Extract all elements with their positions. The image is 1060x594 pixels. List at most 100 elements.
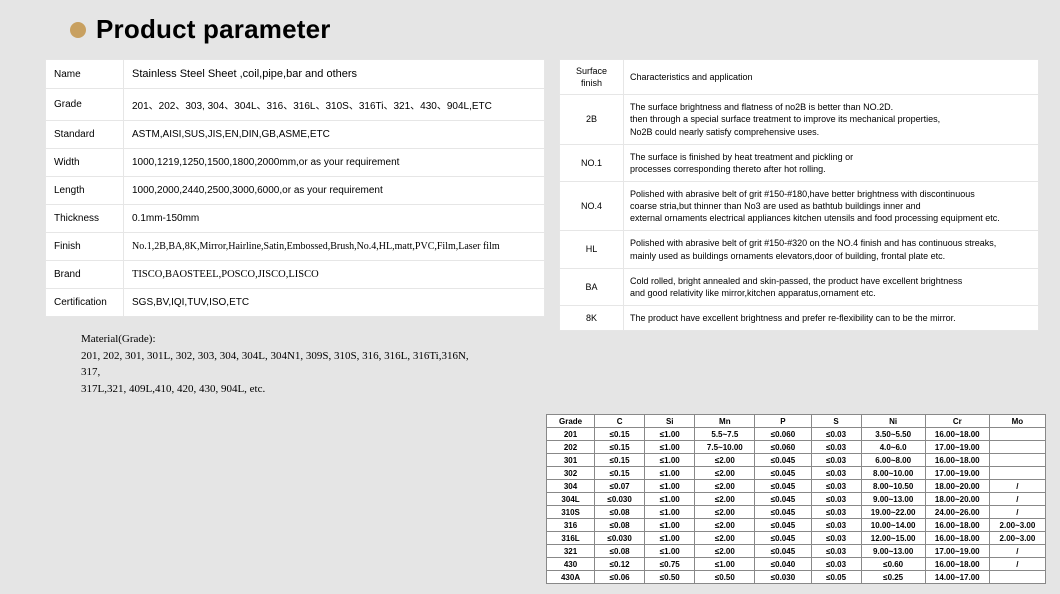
chem-cell: ≤0.07: [595, 480, 645, 493]
chem-cell: ≤1.00: [645, 532, 695, 545]
chem-cell: 8.00~10.00: [861, 467, 925, 480]
chem-cell: 19.00~22.00: [861, 506, 925, 519]
chem-row: 310S≤0.08≤1.00≤2.00≤0.045≤0.0319.00~22.0…: [547, 506, 1046, 519]
param-key: Thickness: [46, 205, 124, 233]
page-title: Product parameter: [96, 14, 331, 45]
param-row: FinishNo.1,2B,BA,8K,Mirror,Hairline,Sati…: [46, 233, 545, 261]
chem-cell: ≤0.045: [755, 506, 811, 519]
param-value: No.1,2B,BA,8K,Mirror,Hairline,Satin,Embo…: [124, 233, 545, 261]
surface-desc: The surface brightness and flatness of n…: [624, 95, 1039, 144]
chem-cell: ≤0.08: [595, 519, 645, 532]
chem-cell: ≤2.00: [695, 506, 755, 519]
chem-cell: 2.00~3.00: [989, 532, 1045, 545]
chem-cell: ≤0.03: [811, 506, 861, 519]
chem-cell: ≤0.045: [755, 532, 811, 545]
chem-cell: ≤0.15: [595, 467, 645, 480]
chem-cell: ≤0.03: [811, 467, 861, 480]
surface-finish: 2B: [560, 95, 624, 144]
chem-row: 304L≤0.030≤1.00≤2.00≤0.045≤0.039.00~13.0…: [547, 493, 1046, 506]
chem-cell: ≤0.06: [595, 571, 645, 584]
chem-cell: 14.00~17.00: [925, 571, 989, 584]
chem-grade: 304L: [547, 493, 595, 506]
chem-cell: ≤1.00: [645, 545, 695, 558]
right-column: Surface finish Characteristics and appli…: [559, 59, 1039, 397]
main-columns: NameStainless Steel Sheet ,coil,pipe,bar…: [0, 53, 1060, 397]
chem-row: 301≤0.15≤1.00≤2.00≤0.045≤0.036.00~8.0016…: [547, 454, 1046, 467]
chem-cell: [989, 441, 1045, 454]
chem-cell: /: [989, 480, 1045, 493]
chem-col-header: Ni: [861, 415, 925, 428]
chem-grade: 201: [547, 428, 595, 441]
chem-cell: [989, 428, 1045, 441]
chem-cell: ≤2.00: [695, 532, 755, 545]
chem-cell: ≤0.12: [595, 558, 645, 571]
chem-cell: ≤0.045: [755, 467, 811, 480]
chem-cell: 16.00~18.00: [925, 428, 989, 441]
param-row: CertificationSGS,BV,IQI,TUV,ISO,ETC: [46, 289, 545, 317]
chem-cell: 4.0~6.0: [861, 441, 925, 454]
chem-cell: /: [989, 506, 1045, 519]
param-key: Grade: [46, 89, 124, 121]
chem-cell: 17.00~19.00: [925, 441, 989, 454]
chem-cell: 18.00~20.00: [925, 480, 989, 493]
chem-cell: 5.5~7.5: [695, 428, 755, 441]
chem-cell: /: [989, 545, 1045, 558]
chem-cell: 9.00~13.00: [861, 545, 925, 558]
chem-cell: 9.00~13.00: [861, 493, 925, 506]
chem-cell: ≤1.00: [645, 454, 695, 467]
param-key: Width: [46, 149, 124, 177]
chem-cell: ≤0.045: [755, 545, 811, 558]
param-value: 0.1mm-150mm: [124, 205, 545, 233]
chem-cell: ≤0.50: [645, 571, 695, 584]
surface-row: NO.1The surface is finished by heat trea…: [560, 144, 1039, 181]
chem-col-header: P: [755, 415, 811, 428]
chem-cell: ≤0.50: [695, 571, 755, 584]
surface-desc: Polished with abrasive belt of grit #150…: [624, 181, 1039, 230]
chem-row: 430≤0.12≤0.75≤1.00≤0.040≤0.03≤0.6016.00~…: [547, 558, 1046, 571]
chem-cell: ≤0.25: [861, 571, 925, 584]
chem-cell: ≤0.045: [755, 454, 811, 467]
chem-grade: 304: [547, 480, 595, 493]
surface-header-2: Characteristics and application: [624, 60, 1039, 95]
surface-finish: HL: [560, 231, 624, 268]
chem-row: 321≤0.08≤1.00≤2.00≤0.045≤0.039.00~13.001…: [547, 545, 1046, 558]
chem-cell: ≤0.03: [811, 532, 861, 545]
chem-cell: 2.00~3.00: [989, 519, 1045, 532]
chem-col-header: Mo: [989, 415, 1045, 428]
param-key: Name: [46, 60, 124, 89]
chem-cell: ≤0.060: [755, 428, 811, 441]
param-value: ASTM,AISI,SUS,JIS,EN,DIN,GB,ASME,ETC: [124, 121, 545, 149]
chem-cell: ≤0.030: [755, 571, 811, 584]
chem-cell: 7.5~10.00: [695, 441, 755, 454]
chem-cell: /: [989, 493, 1045, 506]
chem-cell: 16.00~18.00: [925, 558, 989, 571]
chem-cell: ≤1.00: [645, 493, 695, 506]
chem-grade: 430A: [547, 571, 595, 584]
surface-finish: NO.4: [560, 181, 624, 230]
chem-cell: 18.00~20.00: [925, 493, 989, 506]
chem-row: 316≤0.08≤1.00≤2.00≤0.045≤0.0310.00~14.00…: [547, 519, 1046, 532]
chem-grade: 316: [547, 519, 595, 532]
chem-grade: 301: [547, 454, 595, 467]
materials-label: Material(Grade):: [81, 331, 485, 348]
chem-cell: ≤0.03: [811, 545, 861, 558]
param-row: Length1000,2000,2440,2500,3000,6000,or a…: [46, 177, 545, 205]
chem-cell: 17.00~19.00: [925, 467, 989, 480]
chem-col-header: Si: [645, 415, 695, 428]
chem-cell: 16.00~18.00: [925, 454, 989, 467]
surface-row: HLPolished with abrasive belt of grit #1…: [560, 231, 1039, 268]
chem-cell: ≤0.75: [645, 558, 695, 571]
param-key: Standard: [46, 121, 124, 149]
chem-col-header: Cr: [925, 415, 989, 428]
surface-desc: The product have excellent brightness an…: [624, 305, 1039, 330]
chem-cell: ≤0.045: [755, 519, 811, 532]
chem-grade: 316L: [547, 532, 595, 545]
chem-cell: 24.00~26.00: [925, 506, 989, 519]
param-value: SGS,BV,IQI,TUV,ISO,ETC: [124, 289, 545, 317]
chem-cell: 8.00~10.50: [861, 480, 925, 493]
param-value: Stainless Steel Sheet ,coil,pipe,bar and…: [124, 60, 545, 89]
param-value: 1000,2000,2440,2500,3000,6000,or as your…: [124, 177, 545, 205]
surface-header-row: Surface finish Characteristics and appli…: [560, 60, 1039, 95]
chem-cell: 17.00~19.00: [925, 545, 989, 558]
chem-cell: ≤1.00: [645, 480, 695, 493]
